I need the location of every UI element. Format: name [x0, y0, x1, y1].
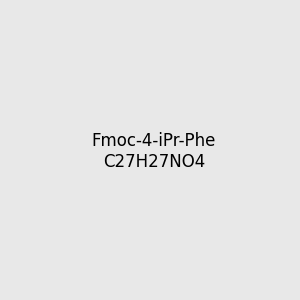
Text: Fmoc-4-iPr-Phe
C27H27NO4: Fmoc-4-iPr-Phe C27H27NO4: [92, 132, 216, 171]
